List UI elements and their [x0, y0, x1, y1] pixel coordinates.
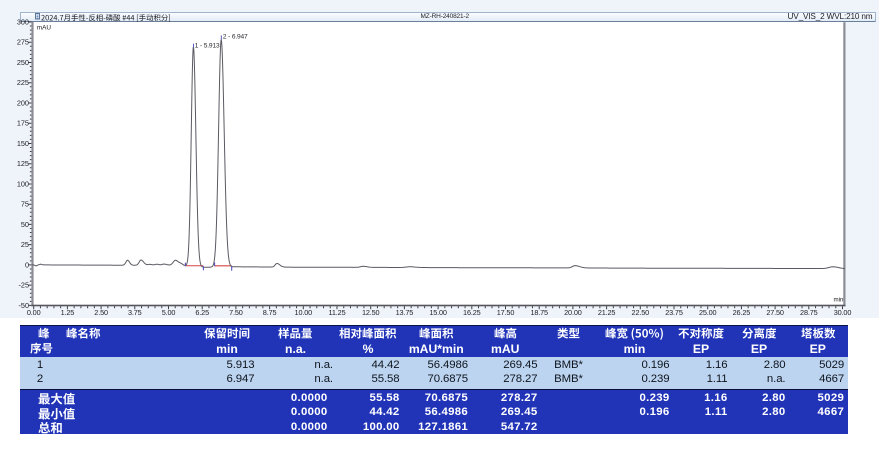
svg-text:1 - 5.913: 1 - 5.913 — [195, 43, 220, 50]
svg-text:5.00: 5.00 — [162, 308, 176, 317]
svg-text:0: 0 — [25, 260, 29, 269]
svg-text:12.50: 12.50 — [362, 308, 380, 317]
svg-text:min: min — [834, 297, 845, 304]
svg-text:26.25: 26.25 — [733, 308, 751, 317]
svg-text:11.25: 11.25 — [329, 308, 346, 317]
svg-text:300: 300 — [17, 18, 29, 27]
svg-text:-50: -50 — [18, 301, 29, 310]
svg-text:50: 50 — [21, 220, 29, 229]
svg-text:27.50: 27.50 — [766, 308, 784, 317]
svg-text:20.00: 20.00 — [564, 308, 582, 317]
svg-text:3.75: 3.75 — [128, 308, 142, 317]
svg-text:0.00: 0.00 — [27, 308, 41, 317]
svg-text:mAU: mAU — [37, 24, 52, 31]
svg-text:21.25: 21.25 — [598, 308, 616, 317]
svg-text:30.00: 30.00 — [834, 308, 852, 317]
svg-text:25: 25 — [21, 240, 29, 249]
svg-text:15.00: 15.00 — [429, 308, 447, 317]
svg-text:2 - 6.947: 2 - 6.947 — [223, 34, 248, 41]
svg-text:2.50: 2.50 — [94, 308, 108, 317]
svg-text:7.50: 7.50 — [229, 308, 243, 317]
svg-text:10.00: 10.00 — [295, 308, 313, 317]
svg-text:1.25: 1.25 — [61, 308, 75, 317]
svg-text:13.75: 13.75 — [396, 308, 414, 317]
svg-text:250: 250 — [17, 58, 29, 67]
svg-text:25.00: 25.00 — [699, 308, 717, 317]
svg-text:200: 200 — [17, 99, 29, 108]
svg-text:100: 100 — [17, 179, 29, 188]
svg-text:125: 125 — [17, 159, 29, 168]
svg-text:8.75: 8.75 — [263, 308, 277, 317]
svg-text:28.75: 28.75 — [800, 308, 818, 317]
svg-text:17.50: 17.50 — [497, 308, 515, 317]
svg-text:6.25: 6.25 — [195, 308, 209, 317]
svg-text:175: 175 — [17, 119, 29, 128]
svg-text:22.50: 22.50 — [632, 308, 650, 317]
svg-text:23.75: 23.75 — [665, 308, 683, 317]
svg-text:16.25: 16.25 — [463, 308, 481, 317]
svg-text:225: 225 — [17, 78, 29, 87]
svg-text:275: 275 — [17, 38, 29, 47]
svg-text:75: 75 — [21, 200, 29, 209]
svg-text:-25: -25 — [18, 281, 29, 290]
svg-text:150: 150 — [17, 139, 29, 148]
svg-text:18.75: 18.75 — [530, 308, 548, 317]
